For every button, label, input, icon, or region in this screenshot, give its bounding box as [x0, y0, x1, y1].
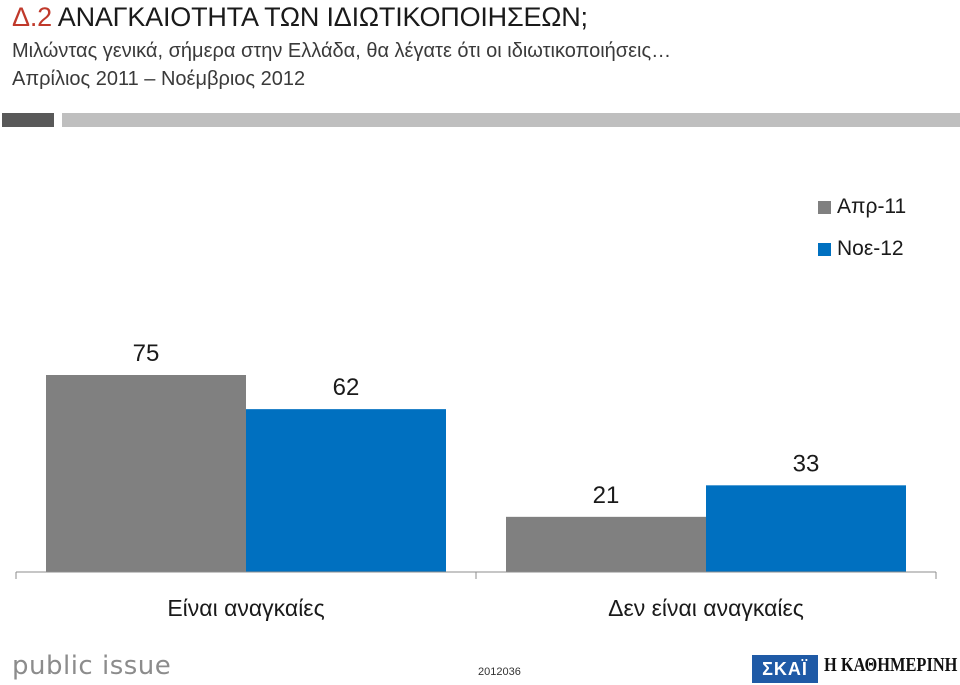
- header-rule-dark: [2, 113, 54, 127]
- page-subtitle: Μιλώντας γενικά, σήμερα στην Ελλάδα, θα …: [12, 40, 672, 62]
- data-label-1-0: 21: [593, 482, 620, 509]
- legend-item-nov12: Νοε-12: [818, 228, 906, 270]
- bar-1-0: [506, 516, 706, 572]
- bar-1-1: [706, 485, 906, 572]
- chart-legend: Απρ-11 Νοε-12: [818, 186, 906, 270]
- survey-period: Απρίλιος 2011 – Νοέμβριος 2012: [12, 68, 306, 90]
- report-code: 2012036: [478, 666, 521, 678]
- legend-swatch-nov12: [818, 242, 831, 256]
- category-label-0: Είναι αναγκαίες: [167, 595, 324, 621]
- legend-label-nov12: Νοε-12: [837, 237, 904, 260]
- legend-swatch-apr11: [818, 200, 831, 214]
- legend-item-apr11: Απρ-11: [818, 186, 906, 228]
- skai-logo: ΣΚΑΪ: [752, 655, 818, 683]
- data-label-0-1: 62: [333, 374, 360, 401]
- kathimerini-logo: Η ΚΑΘΗΜΕΡΙΝΗ: [824, 654, 958, 676]
- bar-chart: 75 62 Είναι αναγκαίες 21 33 Δεν είναι αναγκαί…: [15, 340, 937, 621]
- bar-0-1: [246, 409, 446, 572]
- public-issue-logo: public issue: [12, 651, 172, 681]
- legend-label-apr11: Απρ-11: [837, 195, 907, 218]
- title-text: ΑΝΑΓΚΑΙΟΤΗΤΑ ΤΩΝ ΙΔΙΩΤΙΚΟΠΟΙΗΣΕΩΝ;: [57, 2, 588, 32]
- title-code: Δ.2: [12, 2, 52, 32]
- page-title: Δ.2 ΑΝΑΓΚΑΙΟΤΗΤΑ ΤΩΝ ΙΔΙΩΤΙΚΟΠΟΙΗΣΕΩΝ;: [12, 0, 588, 34]
- data-label-1-1: 33: [793, 450, 820, 477]
- bar-0-0: [46, 375, 246, 572]
- header-rule-light: [62, 113, 960, 127]
- data-label-0-0: 75: [133, 340, 160, 367]
- category-label-1: Δεν είναι αναγκαίες: [608, 595, 804, 621]
